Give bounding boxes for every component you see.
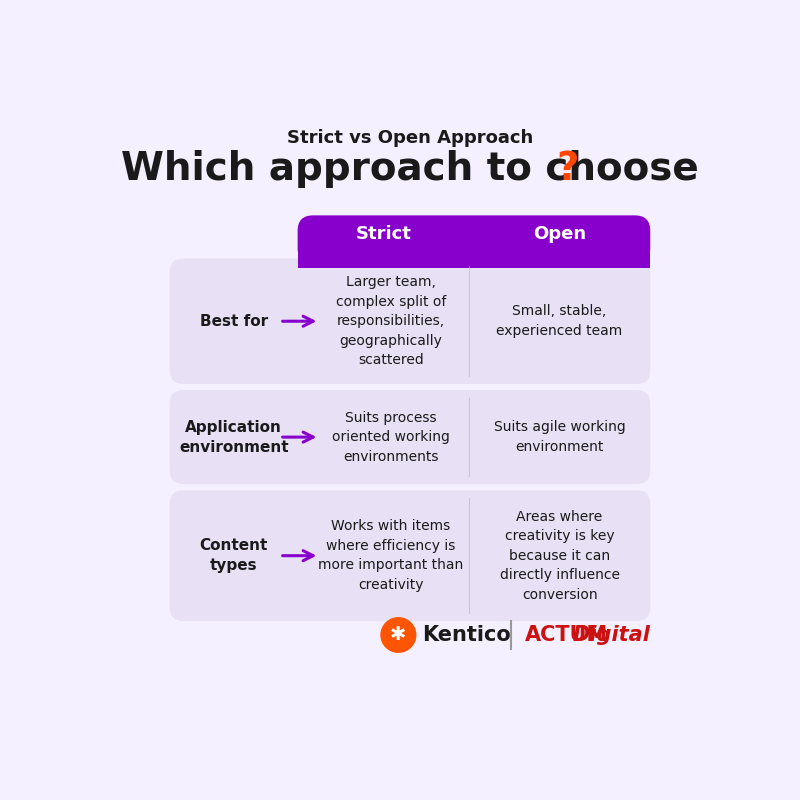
Text: Kentico: Kentico <box>422 625 510 645</box>
Text: Best for: Best for <box>200 314 268 329</box>
Text: Larger team,
complex split of
responsibilities,
geographically
scattered: Larger team, complex split of responsibi… <box>336 275 446 367</box>
FancyBboxPatch shape <box>298 250 650 268</box>
Text: Content
types: Content types <box>199 538 268 573</box>
Text: Areas where
creativity is key
because it can
directly influence
conversion: Areas where creativity is key because it… <box>499 510 619 602</box>
Text: Which approach to choose: Which approach to choose <box>121 150 699 188</box>
Text: Open: Open <box>533 225 586 243</box>
FancyBboxPatch shape <box>298 215 650 264</box>
Text: Suits process
oriented working
environments: Suits process oriented working environme… <box>332 410 450 464</box>
Text: Small, stable,
experienced team: Small, stable, experienced team <box>497 305 622 338</box>
Text: ?: ? <box>557 150 579 188</box>
Text: Strict: Strict <box>355 225 411 243</box>
Text: ACTUM: ACTUM <box>525 625 608 645</box>
FancyBboxPatch shape <box>170 390 650 484</box>
FancyBboxPatch shape <box>170 258 650 384</box>
Text: Application
environment: Application environment <box>179 420 289 454</box>
FancyBboxPatch shape <box>170 490 650 621</box>
Circle shape <box>381 618 416 652</box>
Text: ✱: ✱ <box>390 626 406 645</box>
Text: Suits agile working
environment: Suits agile working environment <box>494 420 626 454</box>
Text: Works with items
where efficiency is
more important than
creativity: Works with items where efficiency is mor… <box>318 519 464 592</box>
Text: Strict vs Open Approach: Strict vs Open Approach <box>287 130 533 147</box>
Text: Digital: Digital <box>573 625 650 645</box>
